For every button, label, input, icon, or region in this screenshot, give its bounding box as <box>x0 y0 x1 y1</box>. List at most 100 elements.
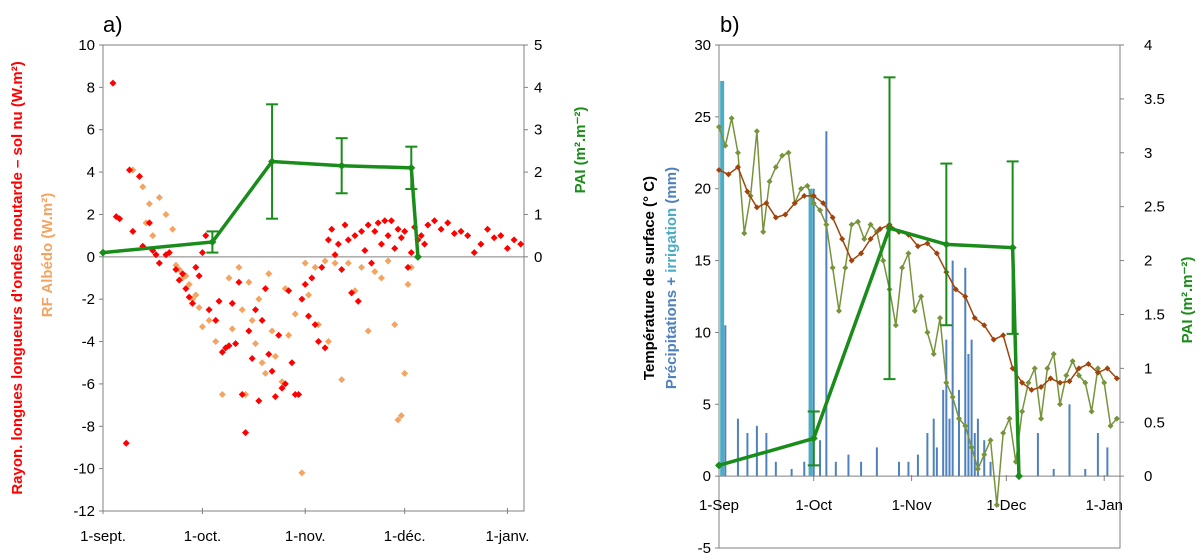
albedo-point <box>212 338 220 346</box>
longwave-point <box>421 240 429 248</box>
precip-bar <box>935 447 938 477</box>
precip-bar <box>916 454 919 477</box>
temp-brown-point <box>867 236 874 243</box>
temp-olive-point <box>1019 408 1026 415</box>
irrigation-bar <box>720 80 725 477</box>
temp-brown-point <box>981 322 988 329</box>
albedo-point <box>305 291 313 299</box>
temp-brown-point <box>1047 375 1054 382</box>
temp-olive-point <box>835 307 842 314</box>
temp-olive-point <box>899 264 906 271</box>
precip-bar <box>973 433 976 477</box>
temp-brown-point <box>1094 369 1101 376</box>
precip-bar <box>932 418 935 477</box>
precip-bar <box>907 461 910 477</box>
y-tick-label: 30 <box>694 37 711 54</box>
longwave-point <box>387 217 395 225</box>
y-tick-label: -2 <box>82 291 95 308</box>
longwave-point <box>126 166 134 174</box>
temp-brown-point <box>1019 379 1026 386</box>
plot-area-frame <box>718 44 1121 549</box>
albedo-point <box>324 338 332 346</box>
temp-brown-point <box>744 188 751 195</box>
y-tick-label: 4 <box>87 164 95 181</box>
y-tick-label: 5 <box>703 396 711 413</box>
temp-olive-point <box>817 207 824 214</box>
y-tick-label: -8 <box>82 418 95 435</box>
precip-bar <box>967 353 970 477</box>
temp-olive-point <box>987 437 994 444</box>
temp-olive-point <box>1113 415 1120 422</box>
albedo-point <box>155 194 163 202</box>
longwave-point <box>490 234 498 242</box>
precip-bar <box>983 440 986 477</box>
y-tick-label: 20 <box>694 181 711 198</box>
albedo-point <box>139 183 147 191</box>
longwave-point <box>215 297 223 305</box>
y-tick-label: 0 <box>87 249 95 266</box>
temp-olive-point <box>760 228 767 235</box>
pai-point <box>337 161 346 170</box>
albedo-point <box>261 369 269 377</box>
precip-bar <box>825 131 828 477</box>
longwave-point <box>165 249 173 257</box>
longwave-point <box>288 359 296 367</box>
albedo-point <box>344 259 352 267</box>
precip-bar <box>875 447 878 477</box>
albedo-point <box>371 268 379 276</box>
temp-brown-point <box>952 286 959 293</box>
y2-tick-label: 0.5 <box>1144 414 1165 431</box>
pai-line <box>102 159 420 257</box>
longwave-point <box>364 221 372 229</box>
y2-tick-label: 0 <box>534 249 542 266</box>
temp-brown-point <box>734 164 741 171</box>
temp-brown-point <box>858 250 865 257</box>
temp-olive-point <box>766 178 773 185</box>
temp-olive-point <box>924 329 931 336</box>
precip-bar <box>1052 468 1055 477</box>
longwave-point <box>417 232 425 240</box>
y-tick-label: -4 <box>82 334 95 351</box>
y2-tick-label: 3.5 <box>1144 91 1165 108</box>
precip-bar <box>1068 404 1071 477</box>
longwave-point <box>404 263 412 271</box>
longwave-point <box>517 240 525 248</box>
albedo-point <box>258 359 266 367</box>
longwave-point <box>195 272 203 280</box>
temp-olive-point <box>1088 408 1095 415</box>
temp-olive-point <box>848 221 855 228</box>
temp-brown-point <box>1038 384 1045 391</box>
temp-olive-point <box>1101 379 1108 386</box>
longwave-point <box>361 246 369 254</box>
longwave-point <box>189 299 197 307</box>
longwave-point <box>258 316 266 324</box>
pai-point <box>1008 243 1017 252</box>
temp-olive-point <box>1107 422 1114 429</box>
y2-tick-label: 2.5 <box>1144 199 1165 216</box>
albedo-point <box>145 200 153 208</box>
pai-point <box>208 237 217 246</box>
temp-olive-point <box>880 257 887 264</box>
temp-olive-point <box>1075 372 1082 379</box>
panel-label: b) <box>720 12 740 37</box>
albedo-point <box>397 412 405 420</box>
longwave-point <box>374 219 382 227</box>
temp-olive-point <box>937 315 944 322</box>
temp-olive-point <box>981 451 988 458</box>
pai-point <box>809 434 818 443</box>
temp-brown-point <box>990 336 997 343</box>
longwave-point <box>179 270 187 278</box>
temp-olive-point <box>1006 415 1013 422</box>
longwave-point <box>424 221 432 229</box>
albedo-point <box>238 306 246 314</box>
longwave-point <box>341 221 349 229</box>
longwave-point <box>298 295 306 303</box>
temp-olive-point <box>911 307 918 314</box>
y-tick-label: 10 <box>694 324 711 341</box>
y-tick-label: 10 <box>78 37 95 54</box>
longwave-point <box>444 219 452 227</box>
temp-olive-point <box>974 465 981 472</box>
longwave-point <box>391 244 399 252</box>
temp-olive-point <box>955 415 962 422</box>
